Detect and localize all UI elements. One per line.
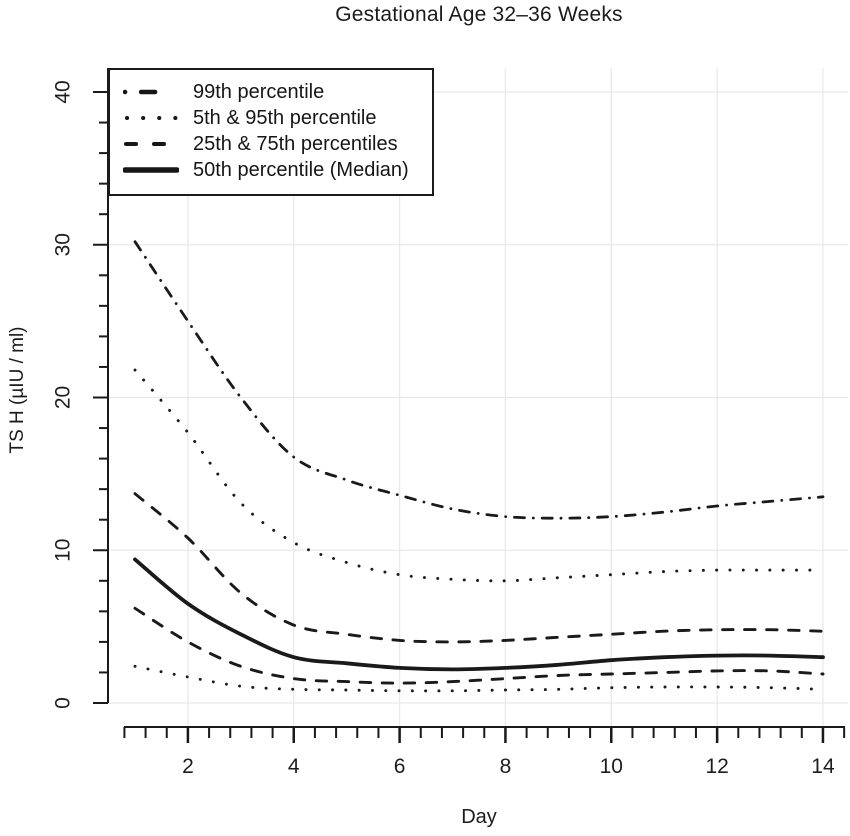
series-75th-percentile: [133, 492, 825, 644]
legend-label: 5th & 95th percentile: [193, 106, 377, 129]
x-axis-title: Day: [461, 806, 497, 828]
series-99th-percentile: [133, 240, 825, 520]
x-tick-label: 4: [288, 755, 300, 778]
dashdot-line-icon: [123, 89, 179, 95]
series-95th-percentile: [133, 368, 825, 583]
x-tick-label: 12: [705, 755, 728, 778]
legend-label: 99th percentile: [193, 80, 325, 103]
legend-item-99th: 99th percentile: [123, 79, 432, 105]
x-tick-label: 10: [600, 755, 623, 778]
x-tick-label: 8: [500, 755, 512, 778]
y-tick-label: 0: [52, 697, 75, 709]
legend-item-5-95: 5th & 95th percentile: [123, 105, 432, 131]
chart-title: Gestational Age 32–36 Weeks: [335, 3, 623, 26]
series-5th-percentile: [133, 664, 825, 693]
dashed-line-icon: [124, 142, 179, 146]
legend-label: 25th & 75th percentiles: [193, 132, 398, 155]
series-50th-percentile-median: [133, 557, 825, 672]
y-tick-label: 10: [52, 539, 75, 562]
legend-label: 50th percentile (Median): [193, 158, 409, 181]
x-tick-label: 2: [182, 755, 194, 778]
y-tick-label: 30: [52, 233, 75, 256]
y-tick-label: 20: [52, 386, 75, 409]
y-tick-label: 40: [52, 80, 75, 103]
solid-line-icon: [123, 167, 179, 173]
dotted-line-icon: [125, 116, 179, 120]
x-tick-label: 6: [394, 755, 406, 778]
legend-item-25-75: 25th & 75th percentiles: [123, 131, 432, 157]
x-tick-label: 14: [811, 755, 835, 778]
legend-item-median: 50th percentile (Median): [123, 157, 432, 183]
legend: 99th percentile 5th & 95th percentile 25…: [108, 68, 434, 196]
series-25th-percentile: [133, 606, 825, 685]
